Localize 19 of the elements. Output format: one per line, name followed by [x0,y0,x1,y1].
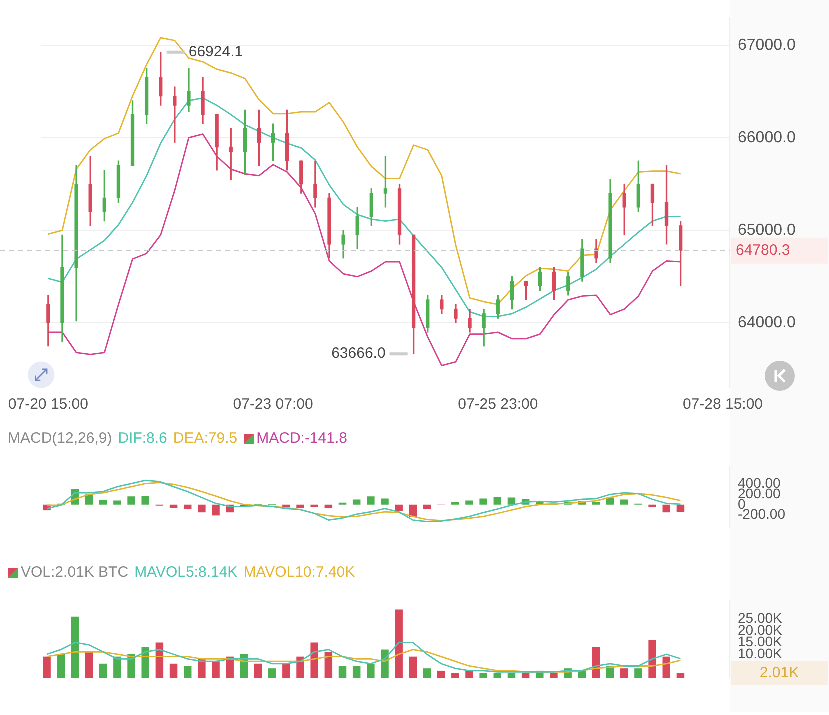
legend-label: MACD:-141.8 [256,430,348,447]
y-tick-label: 67000.0 [738,36,796,54]
x-tick-label: 07-25 23:00 [458,396,538,414]
annotation: 66924.1 [188,44,244,61]
annotation: 63666.0 [332,345,386,362]
text: DEA:79.5 [173,430,238,447]
ref-line-label: 64780.3 [736,242,790,260]
legend-label: VOL:2.01K BTC [21,564,129,581]
text: 2.01K [760,664,800,682]
x-tick-label: 07-20 15:00 [8,396,88,414]
y-tick-label: 65000.0 [738,222,796,239]
text: MAVOL5:8.14K [134,564,238,581]
y-tick-label: 64000.0 [738,314,796,332]
y-tick-label: 66000.0 [738,129,796,146]
text: DIF:8.6 [118,430,168,447]
chart-title: MACD(12,26,9) [8,430,112,447]
x-tick-label: 07-23 07:00 [233,396,314,414]
text: MAVOL10:7.40K [244,564,356,581]
x-tick-label: 07-28 15:00 [682,396,764,414]
